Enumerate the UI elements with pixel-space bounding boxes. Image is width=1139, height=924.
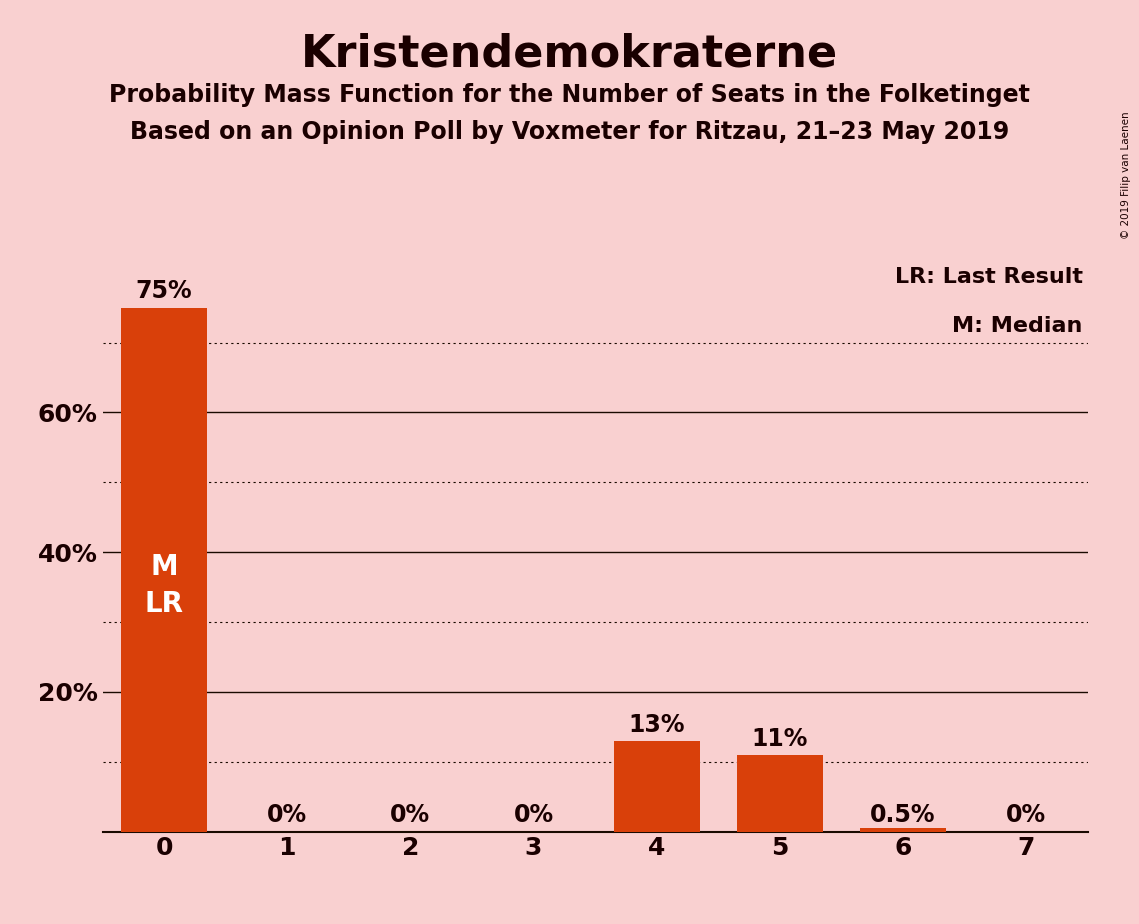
Text: M: Median: M: Median [952,316,1083,336]
Text: 75%: 75% [136,279,192,303]
Text: Probability Mass Function for the Number of Seats in the Folketinget: Probability Mass Function for the Number… [109,83,1030,107]
Text: 0%: 0% [268,803,308,827]
Text: © 2019 Filip van Laenen: © 2019 Filip van Laenen [1121,111,1131,238]
Bar [614,741,699,832]
Bar [737,755,823,832]
Text: LR: Last Result: LR: Last Result [895,267,1083,287]
Text: 13%: 13% [629,712,685,736]
Text: Based on an Opinion Poll by Voxmeter for Ritzau, 21–23 May 2019: Based on an Opinion Poll by Voxmeter for… [130,120,1009,144]
Text: 0%: 0% [391,803,431,827]
Text: 0.5%: 0.5% [870,803,936,827]
Bar [860,828,947,832]
Text: Kristendemokraterne: Kristendemokraterne [301,32,838,76]
Text: 0%: 0% [514,803,554,827]
Text: M
LR: M LR [145,553,183,618]
Bar [121,308,207,832]
Text: 0%: 0% [1006,803,1047,827]
Text: 11%: 11% [752,726,808,750]
